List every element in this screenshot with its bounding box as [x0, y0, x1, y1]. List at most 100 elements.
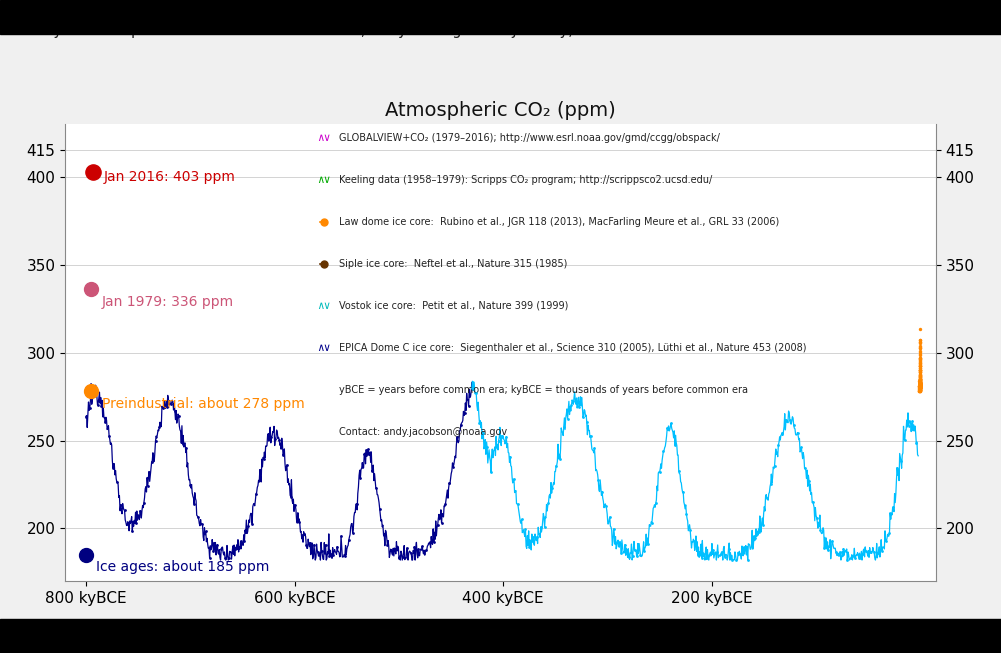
Point [912, 379, 928, 390]
Point [912, 380, 928, 390]
Point [912, 379, 928, 389]
Point [912, 381, 928, 391]
Point [912, 376, 928, 387]
Point [912, 381, 928, 392]
Point [912, 357, 928, 368]
Point [912, 377, 928, 387]
Point [912, 379, 928, 389]
Point [912, 364, 928, 375]
Point [912, 364, 928, 375]
Point [912, 377, 928, 388]
Point [912, 364, 928, 375]
Point [912, 338, 928, 348]
Point [912, 381, 928, 391]
Point [912, 365, 928, 375]
Point [912, 372, 928, 383]
Point [912, 375, 928, 386]
Point [912, 353, 928, 364]
Point [912, 380, 928, 390]
Point [912, 381, 928, 391]
Point [912, 360, 928, 371]
Point [912, 362, 928, 373]
Point [912, 386, 928, 396]
Point [912, 336, 928, 347]
Point [912, 343, 928, 353]
Point [912, 345, 928, 356]
Point [912, 385, 928, 396]
Point [912, 379, 928, 390]
Point [912, 383, 928, 393]
Point [912, 381, 928, 391]
Point [912, 361, 928, 372]
Point [912, 384, 928, 394]
Text: ∧∨: ∧∨ [317, 301, 330, 311]
Point [912, 383, 928, 393]
Point [912, 380, 928, 390]
Point [912, 363, 928, 374]
Point [912, 372, 928, 383]
Point [912, 379, 928, 389]
Point [912, 378, 928, 389]
Point [912, 386, 928, 396]
Point [912, 380, 928, 390]
Point [912, 377, 928, 388]
Point [912, 379, 928, 389]
Point [912, 383, 928, 393]
Text: Jan 2016: 403 ppm: Jan 2016: 403 ppm [104, 170, 235, 183]
Point [912, 356, 928, 366]
Point [912, 383, 928, 394]
Point [912, 383, 928, 394]
Point [85, 167, 101, 177]
Point [912, 380, 928, 390]
Point [912, 378, 928, 389]
Point [912, 375, 928, 386]
Text: History of atmospheric carbon dioxide from 800,000 years ago until January, 2016: History of atmospheric carbon dioxide fr… [10, 23, 620, 38]
Point [912, 380, 928, 390]
Point [912, 374, 928, 384]
Point [912, 379, 928, 389]
Point [912, 383, 928, 394]
Point [912, 370, 928, 380]
Point [912, 372, 928, 382]
Point [912, 380, 928, 390]
Point [912, 337, 928, 347]
Point [912, 377, 928, 388]
Point [912, 379, 928, 389]
Point [912, 347, 928, 357]
Point [912, 366, 928, 377]
Point [912, 381, 928, 391]
Point [912, 382, 928, 392]
Point [912, 358, 928, 369]
Point [83, 284, 99, 295]
Point [912, 374, 928, 384]
Text: ∧∨: ∧∨ [317, 175, 330, 185]
Point [912, 382, 928, 392]
Point [912, 378, 928, 389]
Point [912, 379, 928, 389]
Point [912, 386, 928, 396]
Point [912, 342, 928, 352]
Text: Law dome ice core:  Rubino et al., JGR 118 (2013), MacFarling Meure et al., GRL : Law dome ice core: Rubino et al., JGR 11… [339, 217, 780, 227]
Text: Keeling data (1958–1979): Scripps CO₂ program; http://scrippsco2.ucsd.edu/: Keeling data (1958–1979): Scripps CO₂ pr… [339, 175, 713, 185]
Point [912, 385, 928, 396]
Point [912, 366, 928, 377]
Point [912, 379, 928, 389]
Point [912, 379, 928, 389]
Point [912, 379, 928, 389]
Point [912, 376, 928, 387]
Point [912, 384, 928, 394]
Point [912, 374, 928, 384]
Text: GLOBALVIEW+CO₂ (1979–2016); http://www.esrl.noaa.gov/gmd/ccgg/obspack/: GLOBALVIEW+CO₂ (1979–2016); http://www.e… [339, 133, 721, 143]
Point [912, 324, 928, 334]
Point [912, 379, 928, 389]
Point [912, 370, 928, 380]
Point [912, 354, 928, 364]
Point [912, 353, 928, 364]
Point [912, 383, 928, 393]
Point [912, 343, 928, 353]
Point [912, 381, 928, 392]
Point [912, 384, 928, 394]
Point [912, 335, 928, 345]
Point [912, 381, 928, 391]
Point [912, 379, 928, 389]
